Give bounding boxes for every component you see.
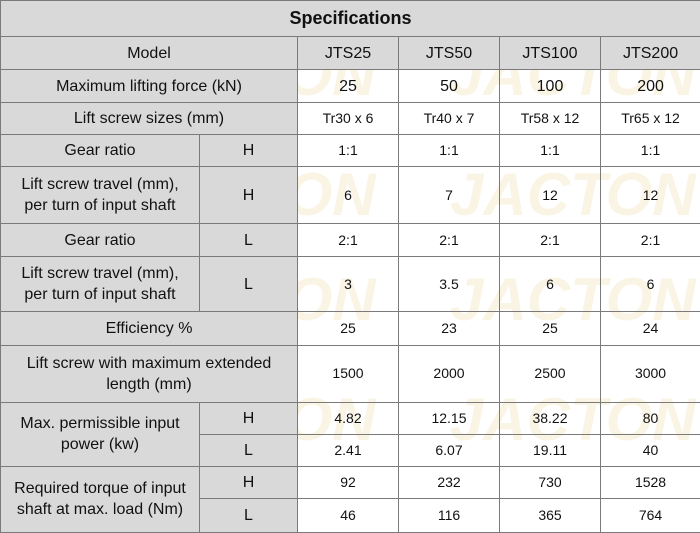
cell-value: 46 (297, 497, 399, 533)
cell-value: 12 (599, 166, 700, 225)
row-label-line: Lift screw travel (mm), (21, 265, 179, 283)
model-jts200: JTS200 (599, 36, 700, 71)
cell-value: 6 (297, 166, 399, 225)
row-label-line: Max. permissible input (20, 415, 180, 433)
cell-value: 23 (398, 311, 500, 346)
max-lifting-force-row: Maximum lifting force (kN) 25 50 100 200 (0, 69, 700, 104)
efficiency-row: Efficiency % 25 23 25 24 (0, 311, 700, 346)
row-label-line: power (kw) (60, 436, 140, 454)
travel-h-row: Lift screw travel (mm), per turn of inpu… (0, 166, 700, 225)
row-sublabel: L (199, 223, 298, 258)
row-label-line: Required torque of input (14, 480, 186, 498)
row-label: Max. permissible input power (kw) (0, 401, 200, 467)
cell-value: 2500 (499, 344, 601, 403)
cell-value: 200 (599, 69, 700, 104)
cell-value: 2:1 (297, 223, 399, 258)
gear-ratio-l-row: Gear ratio L 2:1 2:1 2:1 2:1 (0, 223, 700, 258)
required-torque-h-row: Required torque of input shaft at max. l… (0, 465, 700, 533)
cell-value: 116 (398, 497, 500, 533)
cell-value: 1:1 (499, 134, 601, 168)
cell-value: 12 (499, 166, 601, 225)
row-sublabel: H (199, 134, 298, 168)
cell-value: Tr65 x 12 (599, 102, 700, 136)
row-label: Lift screw travel (mm), per turn of inpu… (0, 256, 200, 313)
row-label-line: per turn of input shaft (24, 286, 176, 304)
row-label: Gear ratio (0, 223, 200, 258)
row-label-line: Lift screw with maximum extended (26, 354, 272, 372)
cell-value: 2000 (398, 344, 500, 403)
max-extended-length-row: Lift screw with maximum extended length … (0, 344, 700, 403)
cell-value: 1500 (297, 344, 399, 403)
lift-screw-sizes-row: Lift screw sizes (mm) Tr30 x 6 Tr40 x 7 … (0, 102, 700, 136)
cell-value: Tr58 x 12 (499, 102, 601, 136)
row-label: Lift screw sizes (mm) (0, 102, 298, 136)
table-title: Specifications (0, 0, 700, 38)
cell-value: 2.41 (297, 433, 399, 467)
cell-value: 40 (599, 433, 700, 467)
row-label: Lift screw travel (mm), per turn of inpu… (0, 166, 200, 225)
cell-value: 19.11 (499, 433, 601, 467)
row-sublabel: L (199, 256, 298, 313)
cell-value: 38.22 (499, 401, 601, 435)
model-jts100: JTS100 (499, 36, 601, 71)
cell-value: 730 (499, 465, 601, 499)
row-label-line: shaft at max. load (Nm) (16, 501, 184, 519)
row-label: Maximum lifting force (kN) (0, 69, 298, 104)
row-sublabel: H (199, 166, 298, 225)
cell-value: 3.5 (398, 256, 500, 313)
cell-value: 25 (499, 311, 601, 346)
row-label-line: Lift screw travel (mm), (21, 176, 179, 194)
cell-value: 365 (499, 497, 601, 533)
cell-value: 3000 (599, 344, 700, 403)
cell-value: 1:1 (297, 134, 399, 168)
model-jts50: JTS50 (398, 36, 500, 71)
cell-value: 1:1 (599, 134, 700, 168)
input-power-l-row: L 2.41 6.07 19.11 40 (1, 433, 700, 467)
cell-value: 24 (599, 311, 700, 346)
cell-value: 2:1 (599, 223, 700, 258)
cell-value: 100 (499, 69, 601, 104)
cell-value: 4.82 (297, 401, 399, 435)
travel-l-row: Lift screw travel (mm), per turn of inpu… (0, 256, 700, 313)
required-torque-l-row: L 46 116 365 764 (1, 497, 700, 533)
model-row: Model JTS25 JTS50 JTS100 JTS200 (0, 36, 700, 71)
cell-value: 764 (599, 497, 700, 533)
row-sublabel: H (199, 401, 298, 435)
cell-value: 1:1 (398, 134, 500, 168)
row-label-line: length (mm) (106, 375, 192, 393)
cell-value: 92 (297, 465, 399, 499)
gear-ratio-h-row: Gear ratio H 1:1 1:1 1:1 1:1 (0, 134, 700, 168)
cell-value: 7 (398, 166, 500, 225)
row-label-line: per turn of input shaft (24, 197, 176, 215)
row-sublabel: L (199, 497, 298, 533)
cell-value: 12.15 (398, 401, 500, 435)
row-label: Required torque of input shaft at max. l… (0, 465, 200, 533)
model-jts25: JTS25 (297, 36, 399, 71)
cell-value: 1528 (599, 465, 700, 499)
title-row: Specifications (0, 0, 700, 38)
row-sublabel: H (199, 465, 298, 499)
cell-value: 2:1 (398, 223, 500, 258)
row-label: Gear ratio (0, 134, 200, 168)
row-sublabel: L (199, 433, 298, 467)
cell-value: 80 (599, 401, 700, 435)
cell-value: 6.07 (398, 433, 500, 467)
row-label: Lift screw with maximum extended length … (0, 344, 298, 403)
cell-value: 50 (398, 69, 500, 104)
cell-value: Tr40 x 7 (398, 102, 500, 136)
cell-value: 232 (398, 465, 500, 499)
cell-value: 3 (297, 256, 399, 313)
cell-value: 2:1 (499, 223, 601, 258)
cell-value: 6 (599, 256, 700, 313)
input-power-h-row: Max. permissible input power (kw) H 4.82… (0, 401, 700, 467)
model-label: Model (0, 36, 298, 71)
cell-value: 6 (499, 256, 601, 313)
row-label: Efficiency % (0, 311, 298, 346)
cell-value: 25 (297, 311, 399, 346)
cell-value: Tr30 x 6 (297, 102, 399, 136)
cell-value: 25 (297, 69, 399, 104)
